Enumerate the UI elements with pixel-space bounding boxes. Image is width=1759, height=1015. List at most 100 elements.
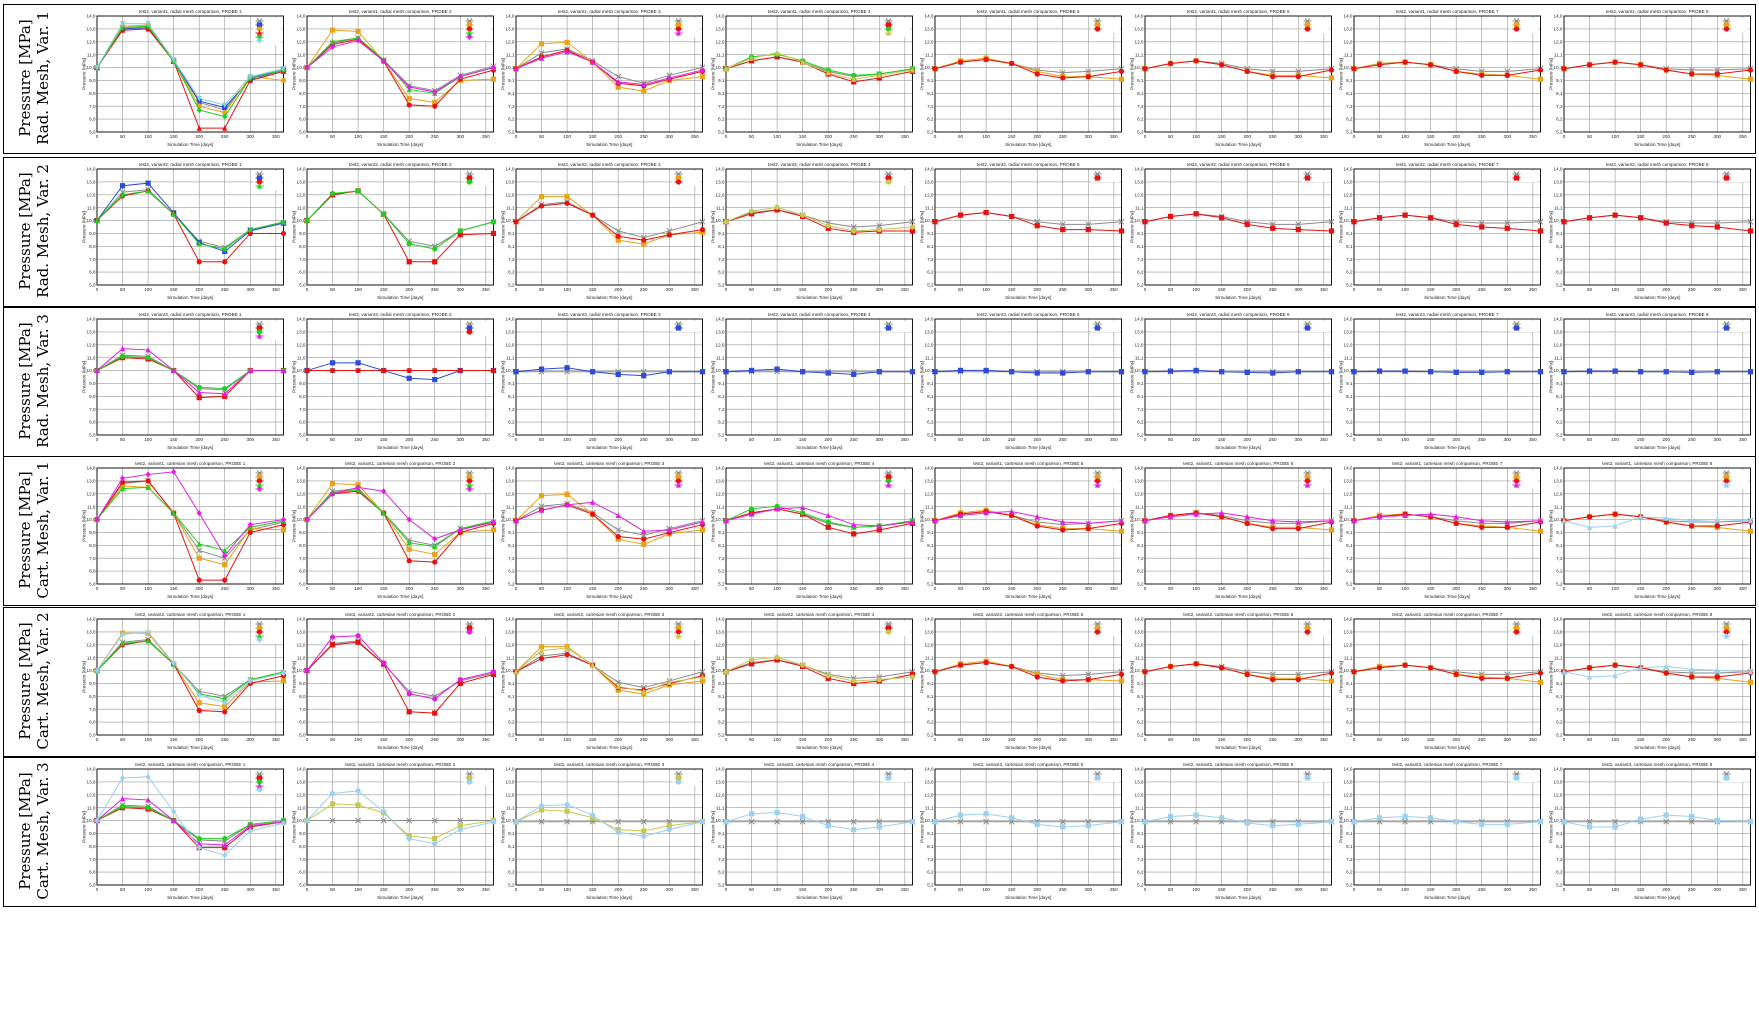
x-tick-label: 200 <box>824 437 832 442</box>
y-tick-label: 10,0 <box>296 818 305 823</box>
data-point <box>564 365 570 371</box>
y-tick-label: 11,1 <box>715 805 724 810</box>
data-point <box>1402 813 1408 820</box>
data-point <box>615 818 622 825</box>
y-tick-label: 13,0 <box>1134 179 1143 184</box>
y-tick-label: 9,0 <box>89 78 96 83</box>
y-tick-label: 10,1 <box>925 65 934 70</box>
x-tick-label: 50 <box>329 437 335 442</box>
data-point <box>909 674 915 680</box>
y-tick-label: 7,2 <box>1346 407 1353 412</box>
data-point <box>247 226 253 233</box>
data-point <box>1085 221 1092 228</box>
data-point <box>1611 818 1618 825</box>
x-tick-label: 300 <box>875 887 883 892</box>
y-tick-label: 6,0 <box>89 270 96 275</box>
y-tick-label: 7,0 <box>299 556 306 561</box>
y-tick-label: 5,2 <box>927 733 934 738</box>
data-point <box>1428 62 1434 68</box>
series-line <box>303 637 496 700</box>
data-point <box>466 175 472 181</box>
y-tick-label: 14,0 <box>87 466 96 471</box>
x-tick-label: 350 <box>1529 586 1537 591</box>
y-tick-label: 14,0 <box>296 317 305 322</box>
data-point <box>1714 667 1720 674</box>
x-tick-label: 350 <box>1110 134 1118 139</box>
data-point <box>1269 517 1275 524</box>
data-point <box>1141 819 1148 825</box>
data-point <box>406 558 412 564</box>
data-point <box>1453 68 1459 74</box>
x-axis-label: Simulation Time [days] <box>586 142 632 147</box>
data-point <box>380 211 386 217</box>
legend <box>882 621 910 636</box>
x-tick-label: 350 <box>1738 134 1746 139</box>
data-point <box>1304 478 1310 484</box>
legend <box>882 771 910 782</box>
x-tick-label: 250 <box>849 586 857 591</box>
y-tick-label: 7,2 <box>1556 407 1563 412</box>
x-axis-label: Simulation Time [days] <box>1634 295 1680 300</box>
data-point <box>222 386 228 392</box>
y-tick-label: 11,0 <box>296 805 305 810</box>
y-tick-label: 10,1 <box>1553 668 1562 673</box>
data-point <box>1504 220 1511 226</box>
x-axis-label: Simulation Time [days] <box>1215 445 1261 450</box>
series-path <box>96 640 284 713</box>
data-point <box>1637 816 1643 822</box>
data-point <box>119 485 126 492</box>
series-line <box>513 39 706 94</box>
y-tick-label: 5,2 <box>1346 130 1353 135</box>
y-tick-label: 8,0 <box>89 844 96 849</box>
data-point <box>666 679 672 685</box>
series-line <box>303 788 496 847</box>
chart-title: test2, variant2, cartesian mesh comparis… <box>973 612 1083 617</box>
chart-panel: test2, variant3, radial mesh comparison,… <box>709 309 919 453</box>
y-axis-label: Pressure [MPa] <box>920 361 925 393</box>
data-point <box>1218 215 1224 221</box>
data-point <box>615 527 622 533</box>
y-tick-label: 8,1 <box>1556 91 1563 96</box>
data-point <box>590 662 596 668</box>
chart-panel: test2, variant1, cartesian mesh comparis… <box>499 458 709 602</box>
y-tick-label: 14,0 <box>87 317 96 322</box>
data-point <box>850 224 857 230</box>
data-point <box>564 491 570 497</box>
x-tick-label: 0 <box>1353 287 1356 292</box>
data-point <box>1009 369 1015 375</box>
series-line <box>94 637 287 702</box>
x-tick-label: 200 <box>1452 586 1460 591</box>
data-point <box>748 506 754 512</box>
series-line <box>94 187 287 252</box>
series-line <box>303 188 496 252</box>
x-tick-label: 50 <box>958 887 964 892</box>
data-point <box>675 179 682 185</box>
data-point <box>983 818 990 825</box>
data-point <box>1328 819 1334 825</box>
y-tick-label: 7,0 <box>89 556 96 561</box>
x-tick-label: 150 <box>1427 287 1435 292</box>
series-path <box>725 209 912 233</box>
x-tick-label: 0 <box>1143 887 1146 892</box>
legend <box>1091 470 1120 489</box>
x-tick-label: 50 <box>1377 134 1383 139</box>
x-tick-label: 250 <box>1687 287 1695 292</box>
data-point <box>222 547 228 554</box>
y-tick-label: 11,1 <box>715 205 724 210</box>
data-point <box>490 76 496 82</box>
data-point <box>825 524 831 530</box>
y-tick-label: 8,1 <box>1137 543 1144 548</box>
legend <box>253 621 282 644</box>
y-tick-label: 10,1 <box>1134 818 1143 823</box>
data-point <box>773 204 780 210</box>
data-point <box>222 259 228 265</box>
x-tick-label: 50 <box>1377 737 1383 742</box>
x-tick-label: 300 <box>1503 134 1511 139</box>
x-tick-label: 350 <box>1738 737 1746 742</box>
data-point <box>1504 225 1510 231</box>
x-tick-label: 300 <box>1713 586 1721 591</box>
x-tick-label: 100 <box>1401 437 1409 442</box>
data-point <box>1747 369 1753 375</box>
data-point <box>145 187 151 194</box>
x-tick-label: 150 <box>589 437 597 442</box>
